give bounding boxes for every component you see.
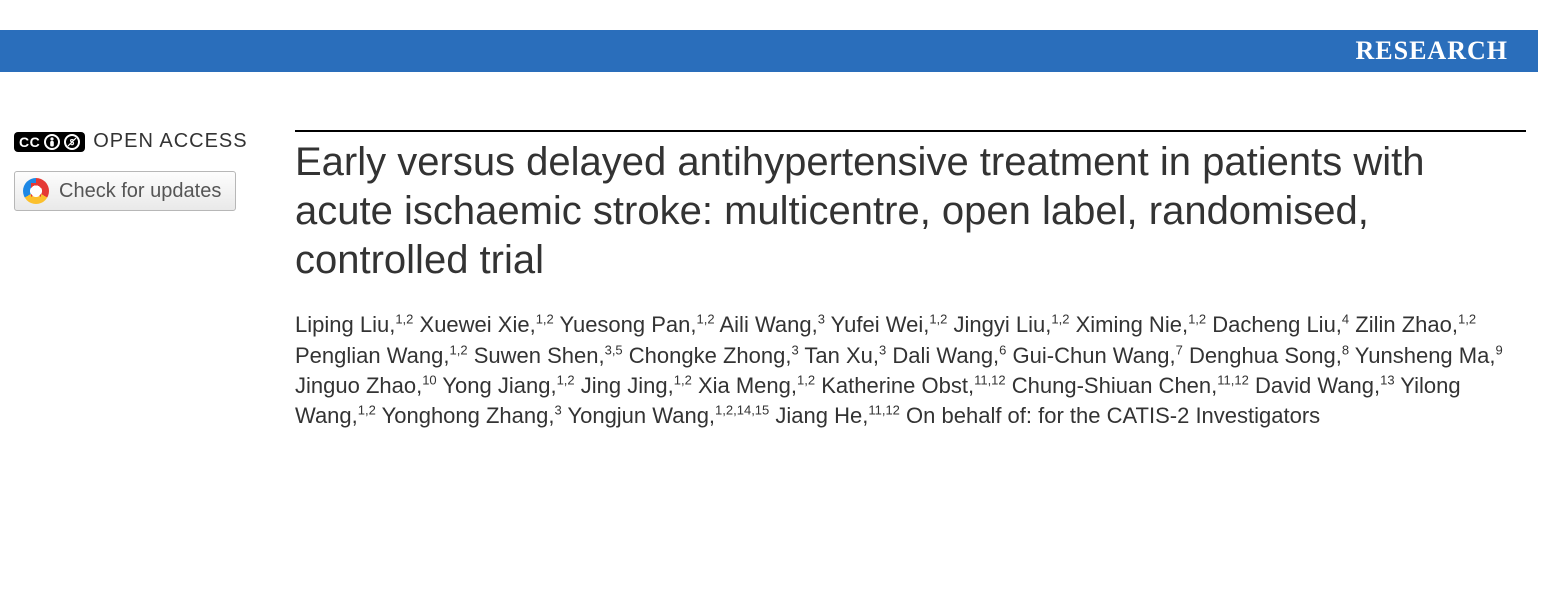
author-affil: 1,2 (557, 373, 575, 388)
author-name: Tan Xu, (804, 343, 879, 368)
author-affil: 1,2 (697, 312, 715, 327)
author-affil: 3 (791, 342, 798, 357)
author-name: Yongjun Wang, (567, 403, 715, 428)
author-name: Yunsheng Ma, (1355, 343, 1496, 368)
author-affil: 1,2 (674, 373, 692, 388)
author-affil: 9 (1495, 342, 1502, 357)
sidebar: CC $ OPEN ACCESS Check for updates (0, 130, 295, 432)
author-name: Jingyi Liu, (954, 312, 1052, 337)
author-name: Jing Jing, (581, 373, 674, 398)
author-name: Zilin Zhao, (1355, 312, 1458, 337)
author-affil: 1,2 (358, 403, 376, 418)
author-name: Suwen Shen, (474, 343, 605, 368)
author-affil: 1,2 (1188, 312, 1206, 327)
author-affil: 10 (422, 373, 436, 388)
content-row: CC $ OPEN ACCESS Check for updates Early… (0, 130, 1546, 432)
author-name: Yong Jiang, (442, 373, 556, 398)
author-group-suffix: On behalf of: for the CATIS-2 Investigat… (906, 403, 1320, 428)
author-name: Gui-Chun Wang, (1013, 343, 1176, 368)
author-name: Denghua Song, (1189, 343, 1342, 368)
author-list: Liping Liu,1,2 Xuewei Xie,1,2 Yuesong Pa… (295, 310, 1526, 431)
author-affil: 3 (818, 312, 825, 327)
author-name: Liping Liu, (295, 312, 395, 337)
author-name: Katherine Obst, (821, 373, 974, 398)
author-affil: 1,2 (395, 312, 413, 327)
author-affil: 11,12 (974, 373, 1006, 388)
author-affil: 1,2 (450, 342, 468, 357)
open-access-row: CC $ OPEN ACCESS (14, 130, 295, 153)
cc-text: CC (19, 134, 40, 150)
cc-license-badge: CC $ (14, 132, 85, 152)
author-affil: 3 (879, 342, 886, 357)
author-affil: 4 (1342, 312, 1349, 327)
author-affil: 1,2 (1458, 312, 1476, 327)
article-title: Early versus delayed antihypertensive tr… (295, 138, 1526, 284)
author-affil: 1,2 (797, 373, 815, 388)
author-affil: 1,2 (536, 312, 554, 327)
author-name: Aili Wang, (720, 312, 818, 337)
check-updates-button[interactable]: Check for updates (14, 171, 236, 211)
author-affil: 1,2 (929, 312, 947, 327)
author-name: Xuewei Xie, (420, 312, 536, 337)
open-access-label: OPEN ACCESS (93, 130, 247, 153)
author-name: Dali Wang, (892, 343, 999, 368)
author-affil: 6 (999, 342, 1006, 357)
author-name: Jinguo Zhao, (295, 373, 422, 398)
author-name: Jiang He, (775, 403, 868, 428)
author-affil: 13 (1380, 373, 1394, 388)
author-name: Dacheng Liu, (1212, 312, 1342, 337)
article-main: Early versus delayed antihypertensive tr… (295, 130, 1526, 432)
author-name: Xia Meng, (698, 373, 797, 398)
author-affil: 8 (1342, 342, 1349, 357)
author-affil: 7 (1176, 342, 1183, 357)
author-name: Chung-Shiuan Chen, (1012, 373, 1217, 398)
author-name: Yonghong Zhang, (382, 403, 555, 428)
author-name: Yuesong Pan, (560, 312, 697, 337)
check-updates-label: Check for updates (59, 180, 221, 203)
author-affil: 3 (554, 403, 561, 418)
author-name: Chongke Zhong, (629, 343, 792, 368)
author-name: Yufei Wei, (831, 312, 930, 337)
author-name: Penglian Wang, (295, 343, 450, 368)
author-affil: 11,12 (1217, 373, 1249, 388)
author-name: David Wang, (1255, 373, 1380, 398)
author-name: Ximing Nie, (1076, 312, 1188, 337)
section-banner: RESEARCH (0, 30, 1538, 72)
crossmark-icon (23, 178, 49, 204)
author-affil: 3,5 (605, 342, 623, 357)
by-icon (44, 134, 60, 150)
nc-icon: $ (64, 134, 80, 150)
author-affil: 1,2,14,15 (715, 403, 769, 418)
author-affil: 1,2 (1051, 312, 1069, 327)
author-affil: 11,12 (868, 403, 900, 418)
